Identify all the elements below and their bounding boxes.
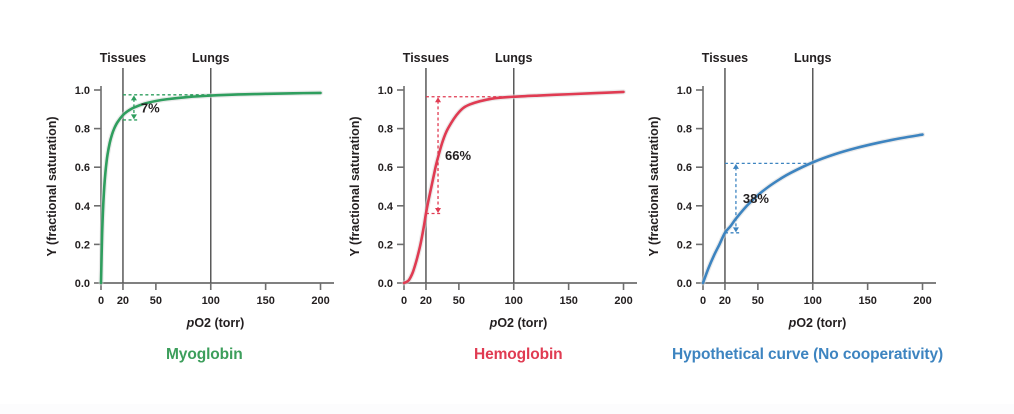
x-tick-label: 200 bbox=[614, 295, 632, 307]
chart-svg-hypothetical: 0.0 0.2 0.4 0.6 0.8 1.0 0 20 50 100 150 200 pO2 (tor… bbox=[647, 51, 936, 330]
y-tick-label: 0.8 bbox=[677, 124, 692, 136]
y-tick-label: 0.4 bbox=[378, 201, 394, 213]
lungs-label: Lungs bbox=[495, 51, 533, 65]
x-tick-label: 100 bbox=[505, 295, 523, 307]
x-tick-label: 20 bbox=[117, 295, 129, 307]
lungs-label: Lungs bbox=[794, 51, 832, 65]
x-tick-label: 150 bbox=[256, 295, 274, 307]
x-tick-label: 100 bbox=[202, 295, 220, 307]
x-tick-label: 0 bbox=[700, 295, 706, 307]
chart-panel-hypothetical: 0.0 0.2 0.4 0.6 0.8 1.0 0 20 50 100 150 200 pO2 (tor… bbox=[632, 40, 952, 340]
x-tick-label: 20 bbox=[420, 295, 432, 307]
x-tick-label: 0 bbox=[98, 295, 104, 307]
tissues-label: Tissues bbox=[403, 51, 449, 65]
data-curve-hemoglobin bbox=[402, 90, 625, 285]
y-tick-label: 0.0 bbox=[378, 278, 393, 290]
x-axis-label: pO2 (torr) bbox=[186, 316, 245, 330]
annotation-label-hemoglobin: 66% bbox=[445, 148, 471, 163]
x-tick-label: 50 bbox=[453, 295, 465, 307]
lungs-label: Lungs bbox=[192, 51, 230, 65]
caption-hypothetical: Hypothetical curve (No cooperativity) bbox=[672, 346, 944, 363]
annotation-arrow-up bbox=[732, 163, 739, 169]
annotation-label-hypothetical: 38% bbox=[743, 191, 769, 206]
y-tick-label: 0.4 bbox=[75, 201, 91, 213]
y-tick-label: 0.6 bbox=[75, 162, 90, 174]
x-tick-label: 50 bbox=[150, 295, 162, 307]
x-tick-label: 150 bbox=[559, 295, 577, 307]
data-curve-hypothetical bbox=[701, 133, 924, 285]
y-tick-label: 0.6 bbox=[378, 162, 393, 174]
x-tick-label: 50 bbox=[752, 295, 764, 307]
x-tick-label: 20 bbox=[719, 295, 731, 307]
chart-svg-hemoglobin: 0.0 0.2 0.4 0.6 0.8 1.0 0 20 50 100 150 200 pO2 (tor… bbox=[348, 51, 637, 330]
annotation-arrow-up bbox=[435, 97, 442, 103]
caption-hemoglobin: Hemoglobin bbox=[474, 346, 563, 363]
figure-footer-edge bbox=[0, 404, 1014, 414]
x-tick-label: 0 bbox=[401, 295, 407, 307]
chart-panel-myoglobin: 0.0 0.2 0.4 0.6 0.8 1.0 0 20 50 100 150 200 pO2 (tor… bbox=[30, 40, 350, 340]
y-tick-label: 0.0 bbox=[677, 278, 692, 290]
y-axis-label: Y (fractional saturation) bbox=[348, 116, 362, 256]
y-tick-label: 0.2 bbox=[677, 239, 692, 251]
tissues-label: Tissues bbox=[702, 51, 748, 65]
annotation-label-myoglobin: 7% bbox=[141, 100, 160, 115]
y-tick-label: 1.0 bbox=[75, 85, 90, 97]
x-tick-label: 200 bbox=[913, 295, 931, 307]
y-axis-label: Y (fractional saturation) bbox=[45, 116, 59, 256]
data-curve-myoglobin bbox=[99, 91, 322, 285]
chart-panel-hemoglobin: 0.0 0.2 0.4 0.6 0.8 1.0 0 20 50 100 150 200 pO2 (tor… bbox=[333, 40, 653, 340]
tissues-label: Tissues bbox=[100, 51, 146, 65]
x-tick-label: 200 bbox=[311, 295, 329, 307]
annotation-arrow-down bbox=[732, 227, 739, 233]
y-tick-label: 1.0 bbox=[677, 85, 692, 97]
annotation-arrow-down bbox=[435, 208, 442, 214]
y-axis-label: Y (fractional saturation) bbox=[647, 116, 661, 256]
caption-myoglobin: Myoglobin bbox=[166, 346, 243, 363]
y-tick-label: 0.6 bbox=[677, 162, 692, 174]
chart-svg-myoglobin: 0.0 0.2 0.4 0.6 0.8 1.0 0 20 50 100 150 200 pO2 (tor… bbox=[45, 51, 334, 330]
annotation-arrow-down bbox=[130, 114, 137, 120]
y-tick-label: 0.2 bbox=[75, 239, 90, 251]
y-tick-label: 0.4 bbox=[677, 201, 693, 213]
y-tick-label: 0.8 bbox=[378, 124, 393, 136]
annotation-arrow-up bbox=[130, 95, 137, 101]
x-axis-label: pO2 (torr) bbox=[788, 316, 847, 330]
y-tick-label: 1.0 bbox=[378, 85, 393, 97]
x-tick-label: 150 bbox=[858, 295, 876, 307]
y-tick-label: 0.8 bbox=[75, 124, 90, 136]
y-tick-label: 0.0 bbox=[75, 278, 90, 290]
y-tick-label: 0.2 bbox=[378, 239, 393, 251]
x-tick-label: 100 bbox=[804, 295, 822, 307]
x-axis-label: pO2 (torr) bbox=[489, 316, 548, 330]
